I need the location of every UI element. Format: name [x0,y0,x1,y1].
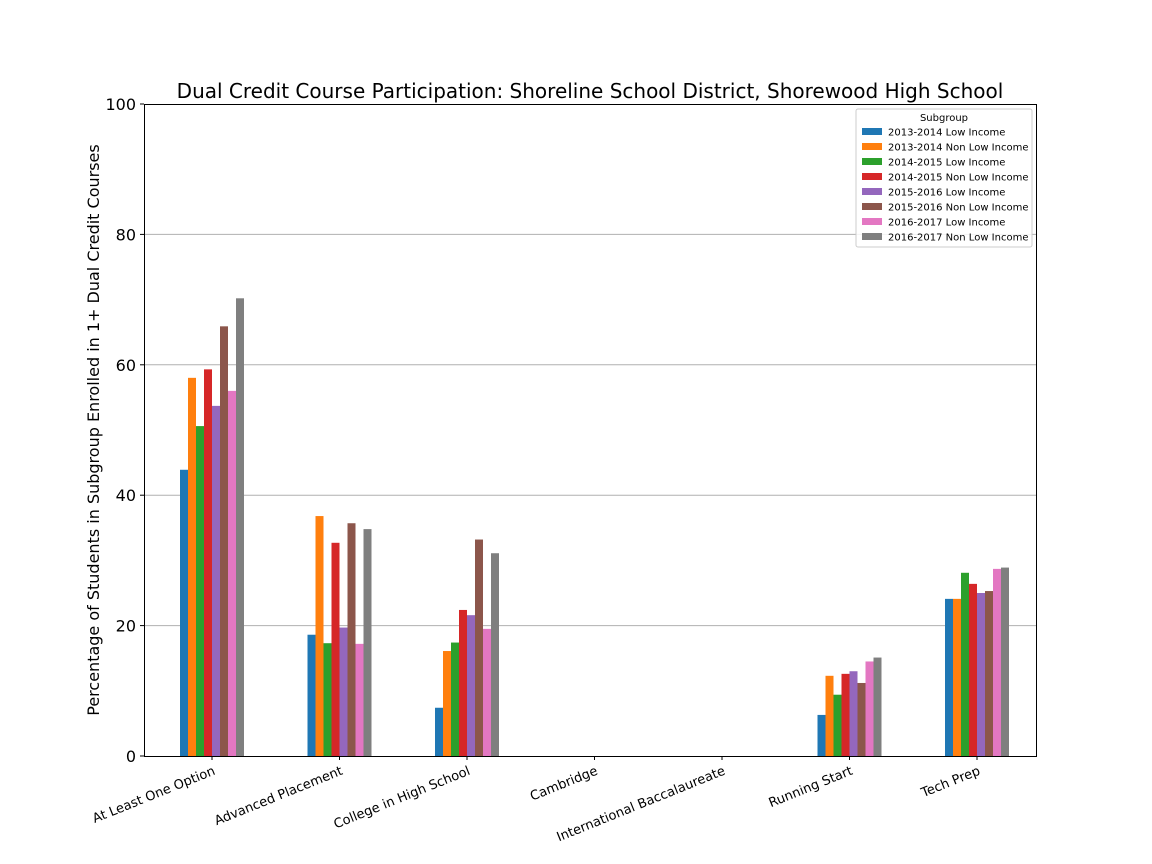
legend-swatch [862,233,882,240]
y-tick-label: 100 [105,95,136,114]
bar [363,529,372,756]
plot-frame [144,104,1037,757]
bar [865,661,874,756]
y-tick-label: 40 [116,486,136,505]
legend-entry: 2013-2014 Low Income [888,128,1005,139]
bar [491,553,499,756]
bar [1001,567,1009,756]
legend: Subgroup 2013-2014 Low Income 2013-2014 N… [855,108,1033,248]
legend-entry: 2013-2014 Non Low Income [888,143,1028,154]
bar [817,714,826,756]
legend-swatch [862,143,882,150]
y-tick-label: 0 [126,747,136,766]
bar [315,516,324,756]
bar [451,642,459,756]
bar [339,627,348,756]
bar [355,643,364,756]
legend-entry: 2015-2016 Non Low Income [888,203,1028,214]
bar [475,539,483,756]
legend-entry: 2014-2015 Low Income [888,158,1005,169]
bar [873,657,882,756]
legend-swatch [862,218,882,225]
y-tick-label: 80 [116,225,136,244]
bar [969,583,977,756]
legend-swatch [862,203,882,210]
legend-entry: 2015-2016 Low Income [888,188,1005,199]
bar [459,609,467,756]
bar [323,643,332,756]
bar [857,682,866,756]
legend-box [855,108,1033,248]
bar [961,572,969,756]
bar [212,405,220,756]
bar [307,634,316,756]
legend-swatch [862,188,882,195]
legend-swatch [862,173,882,180]
bar [188,377,196,756]
legend-entry: 2016-2017 Low Income [888,218,1005,229]
bar [841,673,850,756]
bar [236,298,244,756]
legend-title: Subgroup [920,113,968,124]
bar [833,694,842,756]
bar [443,651,451,756]
bar [196,426,204,756]
legend-entry: 2014-2015 Non Low Income [888,173,1028,184]
bar [204,369,212,756]
bar [953,598,961,756]
bar [985,591,993,756]
bar [435,707,443,756]
bar [993,568,1001,756]
bar [347,523,356,756]
bar [849,671,858,756]
bar [977,593,985,756]
bar [331,542,340,756]
bar [945,598,953,756]
legend-swatch [862,158,882,165]
bar [483,628,491,756]
bar [825,675,834,756]
bar [220,326,228,756]
y-axis-label: Percentage of Students in Subgroup Enrol… [84,144,103,715]
legend-swatch [862,128,882,135]
legend-entry: 2016-2017 Non Low Income [888,233,1028,244]
bar [180,469,188,756]
bar [228,390,236,756]
bars [180,298,1009,756]
y-tick-label: 60 [116,356,136,375]
bar [467,615,475,756]
y-tick-label: 20 [116,617,136,636]
gridlines [144,233,1036,627]
y-axis: 0 20 40 60 80 100 [105,95,144,766]
chart-title: Dual Credit Course Participation: Shorel… [177,79,1004,103]
